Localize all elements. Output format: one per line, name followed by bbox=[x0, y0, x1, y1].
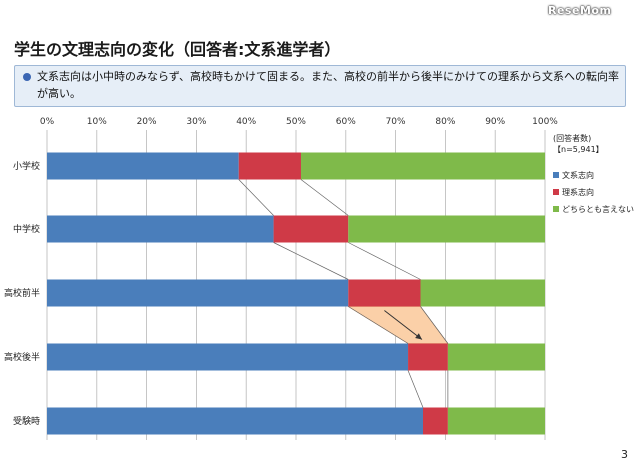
category-label: 高校前半 bbox=[4, 287, 40, 299]
legend-swatch bbox=[553, 172, 559, 178]
bar-segment bbox=[273, 215, 349, 243]
arrow-line bbox=[384, 310, 423, 340]
bar-segment bbox=[300, 152, 545, 180]
legend-label: 理系志向 bbox=[562, 187, 594, 197]
connector-line bbox=[300, 179, 349, 216]
category-label: 受験時 bbox=[13, 415, 40, 427]
connector-line bbox=[238, 179, 274, 216]
page-title: 学生の文理志向の変化（回答者:文系進学者） bbox=[14, 40, 341, 59]
bar-segment bbox=[47, 407, 423, 435]
legend-note: 【n=5,941】 bbox=[553, 145, 604, 154]
x-tick-label: 10% bbox=[87, 117, 107, 127]
arrow-head bbox=[415, 333, 422, 340]
legend-swatch bbox=[553, 206, 559, 212]
bar-segment bbox=[47, 215, 274, 243]
bar-segment bbox=[348, 279, 421, 307]
bullet-icon bbox=[23, 73, 31, 81]
x-tick-label: 20% bbox=[137, 117, 157, 127]
connector-line bbox=[407, 370, 424, 408]
legend-label: どちらとも言えない bbox=[562, 204, 634, 214]
bar-segment bbox=[47, 279, 349, 307]
page-number: 3 bbox=[621, 448, 628, 461]
x-tick-label: 90% bbox=[485, 117, 505, 127]
x-tick-label: 100% bbox=[532, 117, 558, 127]
legend-swatch bbox=[553, 189, 559, 195]
bar-segment bbox=[408, 343, 448, 371]
x-tick-label: 70% bbox=[386, 117, 406, 127]
legend-label: 文系志向 bbox=[562, 170, 594, 180]
bar-segment bbox=[348, 215, 545, 243]
bar-segment bbox=[47, 343, 409, 371]
summary-box: 文系志向は小中時のみならず、高校時もかけて固まる。また、高校の前半から後半にかけ… bbox=[14, 65, 626, 107]
connector-line bbox=[348, 306, 409, 344]
category-label: 高校後半 bbox=[4, 351, 40, 363]
category-label: 小学校 bbox=[13, 160, 40, 172]
resemom-logo: ReseMom bbox=[548, 4, 612, 17]
connector-line bbox=[273, 242, 349, 280]
bar-segment bbox=[447, 407, 545, 435]
x-tick-label: 80% bbox=[435, 117, 455, 127]
bar-segment bbox=[420, 279, 545, 307]
x-tick-label: 30% bbox=[186, 117, 206, 127]
highlight-band bbox=[347, 306, 449, 344]
connector-line bbox=[348, 242, 421, 280]
x-tick-label: 40% bbox=[236, 117, 256, 127]
x-tick-label: 50% bbox=[286, 117, 306, 127]
bar-segment bbox=[238, 152, 301, 180]
summary-text: 文系志向は小中時のみならず、高校時もかけて固まる。また、高校の前半から後半にかけ… bbox=[37, 70, 620, 100]
connector-line bbox=[420, 306, 449, 344]
bar-segment bbox=[447, 343, 545, 371]
x-tick-label: 0% bbox=[40, 117, 55, 127]
bar-segment bbox=[47, 152, 239, 180]
bar-segment bbox=[422, 407, 448, 435]
x-tick-label: 60% bbox=[336, 117, 356, 127]
category-label: 中学校 bbox=[13, 223, 40, 235]
legend-note: (回答者数) bbox=[553, 133, 591, 143]
